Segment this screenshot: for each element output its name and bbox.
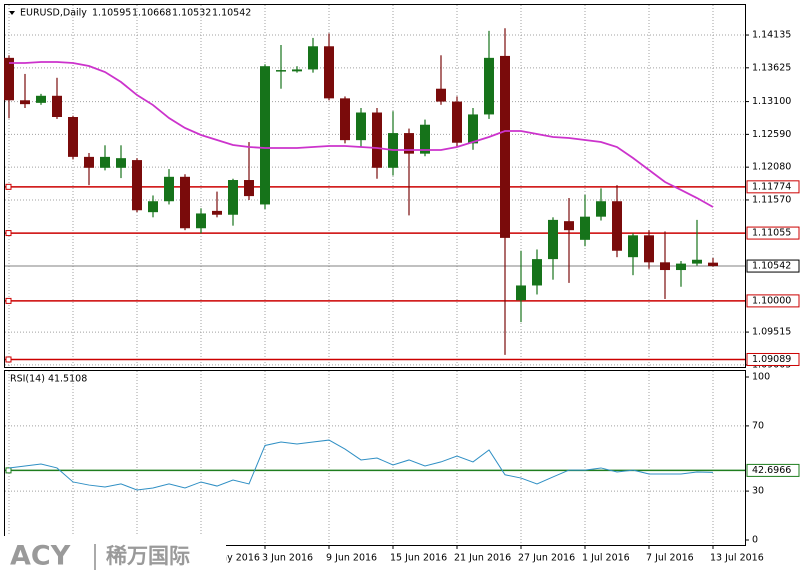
x-tick-label: 7 Jul 2016: [646, 553, 694, 564]
candle-body: [612, 201, 622, 251]
candle-body: [372, 112, 382, 168]
rsi-title: RSI(14) 41.5108: [10, 374, 87, 385]
y-tick-label: 1.13625: [752, 62, 791, 73]
candle-body: [660, 262, 670, 271]
main-panel-frame: [4, 4, 746, 368]
chart-title: EURUSD,Daily: [20, 8, 87, 19]
candle-body: [500, 55, 510, 238]
candle-body: [628, 235, 638, 258]
candle-body: [484, 57, 494, 115]
x-tick-label: 1 Jul 2016: [582, 553, 630, 564]
moving-average: [9, 61, 714, 208]
candle-body: [580, 216, 590, 240]
y-tick-label: 1.14135: [752, 30, 791, 41]
x-tick-label: 15 Jun 2016: [390, 553, 447, 564]
y-tick-label: 1.12080: [752, 162, 791, 173]
menu-triangle[interactable]: [9, 11, 15, 15]
candle-body: [292, 69, 302, 72]
rsi-level-handle: [5, 467, 12, 474]
rsi-panel-frame: [4, 370, 746, 546]
candle-body: [324, 46, 334, 99]
candle-body: [708, 262, 718, 267]
level-handle: [5, 183, 12, 190]
candle-body: [596, 201, 606, 217]
candle-body: [676, 263, 686, 271]
candle-body: [244, 180, 254, 197]
candle-body: [452, 101, 462, 143]
watermark-brand: ACY: [10, 541, 71, 572]
candle-body: [340, 98, 350, 141]
ohlc-open: 1.10595: [92, 8, 131, 19]
level-label: 1.11774: [752, 181, 791, 192]
x-tick-label: 30 May 2016: [198, 553, 260, 564]
level-label-box: [746, 226, 800, 240]
x-tick-label: 13 Jul 2016: [710, 553, 764, 564]
candle-body: [212, 210, 222, 215]
candle-body: [276, 70, 286, 72]
candle-body: [308, 46, 318, 70]
x-tick-label: 3 Jun 2016: [262, 553, 313, 564]
candle-body: [564, 221, 574, 231]
candle-body: [260, 66, 270, 205]
rsi-line: [8, 439, 714, 491]
watermark-box: [0, 536, 226, 578]
level-label-box: [746, 180, 800, 194]
x-tick-label: 21 Jun 2016: [454, 553, 511, 564]
y-tick-label: 1.13100: [752, 96, 791, 107]
candle-body: [36, 95, 46, 103]
y-tick-label: 1.12590: [752, 129, 791, 140]
x-tick-label: 9 Jun 2016: [326, 553, 377, 564]
level-handle: [5, 356, 12, 363]
level-label-box: [746, 294, 800, 308]
candle-body: [228, 180, 238, 215]
candle-body: [132, 160, 142, 211]
candle-body: [548, 219, 558, 260]
rsi-tick-label: 0: [752, 534, 758, 545]
x-tick-label: 27 Jun 2016: [518, 553, 575, 564]
rsi-tick-label: 30: [752, 486, 764, 497]
level-label: 1.09089: [752, 354, 791, 365]
candle-body: [420, 124, 430, 154]
candle-body: [404, 133, 414, 154]
rsi-level-box: [746, 463, 800, 477]
candle-body: [116, 158, 126, 168]
candle-body: [196, 213, 206, 229]
candle-body: [356, 112, 366, 141]
level-handle: [5, 297, 12, 304]
rsi-tick-label: 100: [752, 371, 770, 382]
candle-body: [436, 88, 446, 102]
candle-body: [644, 235, 654, 263]
y-tick-label: 1.11570: [752, 194, 791, 205]
y-tick-label: 1.09515: [752, 327, 791, 338]
candle-body: [20, 100, 30, 105]
level-label: 1.10000: [752, 295, 791, 306]
current-price-label: 1.10542: [752, 261, 791, 272]
rsi-level-label: 42.6966: [752, 465, 791, 476]
candle-body: [4, 57, 14, 101]
candle-body: [516, 285, 526, 301]
candle-body: [148, 201, 158, 213]
ohlc-high: 1.10668: [132, 8, 171, 19]
candle-body: [468, 114, 478, 144]
watermark: ACY 稀万国际: [0, 536, 226, 578]
ohlc-low: 1.10532: [172, 8, 211, 19]
plot-layer: 1.14135 1.13625 1.13100 1.12590 1.12080 1.115…: [4, 5, 800, 564]
level-label-box: [746, 352, 800, 366]
candle-body: [100, 156, 110, 168]
level-handle: [5, 230, 12, 237]
candle-body: [180, 176, 190, 229]
candle-body: [692, 259, 702, 264]
rsi-tick-label: 70: [752, 420, 764, 431]
ohlc-close: 1.10542: [212, 8, 251, 19]
candle-body: [52, 95, 62, 118]
candle-body: [84, 156, 94, 168]
level-label: 1.11055: [752, 228, 791, 239]
candle-body: [68, 117, 78, 157]
candle-body: [164, 176, 174, 202]
current-price-box: [746, 259, 800, 273]
watermark-name: 稀万国际: [106, 544, 190, 568]
candle-body: [532, 259, 542, 286]
